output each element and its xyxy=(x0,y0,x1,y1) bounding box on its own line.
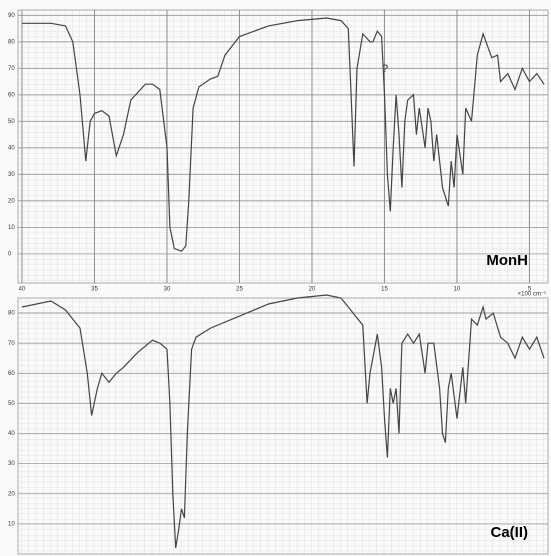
x-tick-label: 20 xyxy=(309,287,316,293)
y-tick-label: 20 xyxy=(8,491,15,497)
grid-paper xyxy=(17,9,549,284)
spectrum-line xyxy=(22,17,545,252)
x-tick-label: 40 xyxy=(19,287,26,293)
y-tick-label: 60 xyxy=(8,371,15,377)
x-tick-label: 15 xyxy=(381,287,388,293)
x-tick-label: 25 xyxy=(236,287,243,293)
y-tick-label: 30 xyxy=(8,461,15,467)
x-tick-label: 35 xyxy=(91,287,98,293)
y-tick-label: 0 xyxy=(8,251,12,257)
grid-paper xyxy=(17,297,549,555)
y-tick-label: 80 xyxy=(8,311,15,317)
annotation: ? xyxy=(382,63,388,75)
y-tick-label: 70 xyxy=(8,66,15,72)
spectrum-line xyxy=(21,294,545,549)
y-tick-label: 10 xyxy=(8,521,15,527)
chart-label: MonH xyxy=(486,252,528,269)
y-tick-label: 40 xyxy=(8,431,15,437)
y-tick-label: 30 xyxy=(8,172,15,178)
y-tick-label: 80 xyxy=(8,39,15,45)
y-tick-label: 90 xyxy=(8,13,15,19)
chart-label: Ca(II) xyxy=(491,524,529,541)
y-tick-label: 40 xyxy=(8,145,15,151)
y-tick-label: 20 xyxy=(8,198,15,204)
y-tick-label: 50 xyxy=(8,119,15,125)
y-tick-label: 10 xyxy=(8,225,15,231)
x-tick-label: 5 xyxy=(528,287,532,293)
x-tick-label: 10 xyxy=(454,287,461,293)
x-tick-label: 30 xyxy=(164,287,171,293)
x-unit-label: ×100 cm⁻¹ xyxy=(518,292,546,298)
y-tick-label: 60 xyxy=(8,92,15,98)
y-tick-label: 50 xyxy=(8,401,15,407)
y-tick-label: 70 xyxy=(8,341,15,347)
